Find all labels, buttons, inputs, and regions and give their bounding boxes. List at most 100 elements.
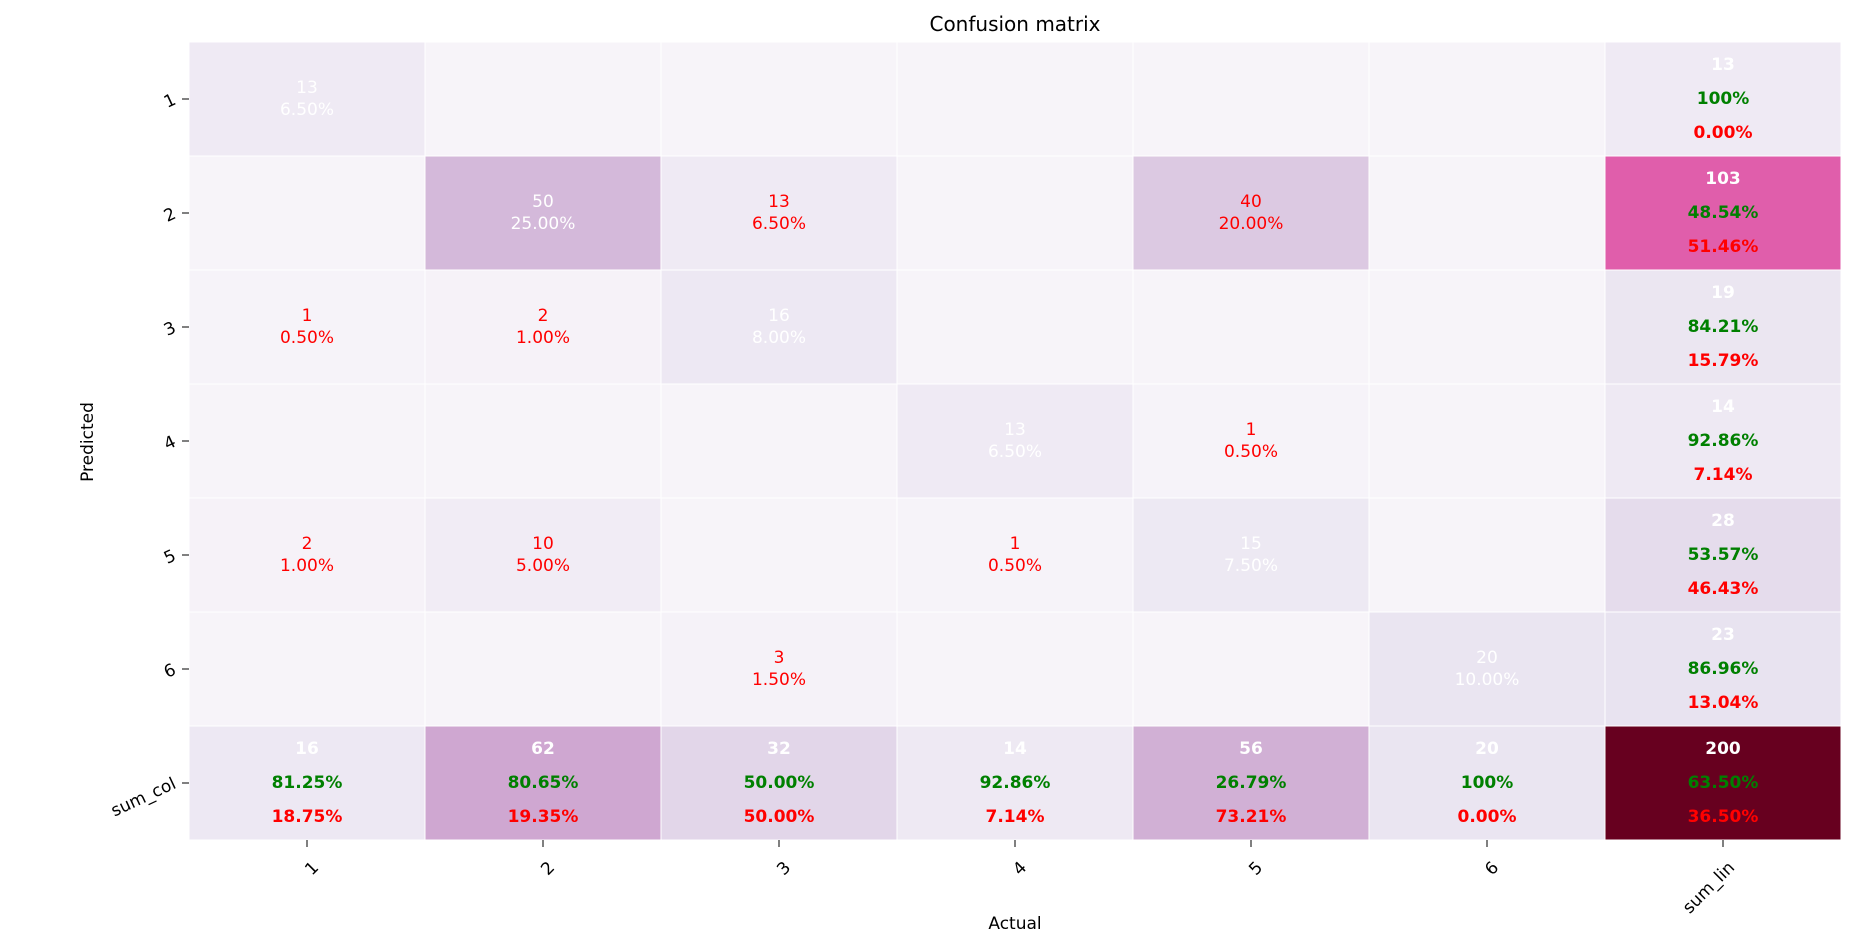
matrix-cell xyxy=(660,611,898,727)
error-percent-label: 13.04% xyxy=(1688,693,1759,713)
matrix-cell xyxy=(424,269,662,385)
error-percent-label: 18.75% xyxy=(272,807,343,827)
matrix-cell xyxy=(424,611,662,727)
cell-count-label: 13 xyxy=(768,192,790,212)
matrix-cell xyxy=(1604,155,1842,271)
cell-count-label: 2 xyxy=(538,306,549,326)
matrix-cell xyxy=(660,383,898,499)
correct-percent-label: 84.21% xyxy=(1688,317,1759,337)
cell-count-label: 2 xyxy=(302,534,313,554)
matrix-cell xyxy=(1368,611,1606,727)
matrix-cell xyxy=(1368,497,1606,613)
cell-percent-label: 6.50% xyxy=(280,100,334,120)
error-percent-label: 0.00% xyxy=(1694,123,1753,143)
total-label: 14 xyxy=(1003,739,1027,759)
matrix-cell xyxy=(1604,725,1842,841)
y-tick-label: 1 xyxy=(161,90,179,113)
matrix-cell xyxy=(424,383,662,499)
correct-percent-label: 80.65% xyxy=(508,773,579,793)
x-tick-label: 2 xyxy=(537,858,559,880)
total-label: 14 xyxy=(1711,397,1735,417)
correct-percent-label: 86.96% xyxy=(1688,659,1759,679)
correct-percent-label: 81.25% xyxy=(272,773,343,793)
correct-percent-label: 100% xyxy=(1697,89,1750,109)
matrix-cell xyxy=(1132,497,1370,613)
y-tick-label: 6 xyxy=(161,660,179,683)
cell-count-label: 15 xyxy=(1240,534,1262,554)
matrix-cell xyxy=(424,41,662,157)
cell-percent-label: 1.50% xyxy=(752,670,806,690)
x-tick-label: 3 xyxy=(773,858,795,880)
total-label: 19 xyxy=(1711,283,1735,303)
correct-percent-label: 48.54% xyxy=(1688,203,1759,223)
matrix-cell xyxy=(660,41,898,157)
total-label: 16 xyxy=(295,739,319,759)
error-percent-label: 36.50% xyxy=(1688,807,1759,827)
y-tick-label: 4 xyxy=(161,432,179,455)
cell-count-label: 3 xyxy=(774,648,785,668)
matrix-cell xyxy=(188,269,426,385)
matrix-cell xyxy=(188,383,426,499)
x-tick-label: 6 xyxy=(1481,858,1503,880)
y-tick-label: 3 xyxy=(161,318,179,341)
error-percent-label: 73.21% xyxy=(1216,807,1287,827)
total-label: 56 xyxy=(1239,739,1263,759)
y-tick-label: sum_col xyxy=(108,774,179,821)
matrix-cell xyxy=(896,497,1134,613)
cell-count-label: 16 xyxy=(768,306,790,326)
error-percent-label: 51.46% xyxy=(1688,237,1759,257)
matrix-cell xyxy=(660,269,898,385)
correct-percent-label: 92.86% xyxy=(980,773,1051,793)
matrix-cell xyxy=(188,497,426,613)
matrix-cell xyxy=(896,269,1134,385)
matrix-cell xyxy=(1132,611,1370,727)
matrix-cell xyxy=(1132,41,1370,157)
y-tick-label: 2 xyxy=(161,204,179,227)
cell-percent-label: 6.50% xyxy=(752,214,806,234)
total-label: 20 xyxy=(1475,739,1499,759)
matrix-cell xyxy=(1368,269,1606,385)
error-percent-label: 7.14% xyxy=(986,807,1045,827)
cell-percent-label: 5.00% xyxy=(516,556,570,576)
cell-percent-label: 0.50% xyxy=(1224,442,1278,462)
correct-percent-label: 100% xyxy=(1461,773,1514,793)
correct-percent-label: 26.79% xyxy=(1216,773,1287,793)
cell-percent-label: 0.50% xyxy=(988,556,1042,576)
cell-count-label: 40 xyxy=(1240,192,1262,212)
cell-percent-label: 1.00% xyxy=(516,328,570,348)
correct-percent-label: 50.00% xyxy=(744,773,815,793)
cell-percent-label: 10.00% xyxy=(1455,670,1520,690)
correct-percent-label: 53.57% xyxy=(1688,545,1759,565)
matrix-cell xyxy=(896,611,1134,727)
matrix-cell xyxy=(188,611,426,727)
cell-percent-label: 7.50% xyxy=(1224,556,1278,576)
x-tick-label: sum_lin xyxy=(1679,858,1739,918)
cell-percent-label: 6.50% xyxy=(988,442,1042,462)
cell-count-label: 13 xyxy=(1004,420,1026,440)
matrix-cell xyxy=(896,41,1134,157)
cell-percent-label: 20.00% xyxy=(1219,214,1284,234)
correct-percent-label: 63.50% xyxy=(1688,773,1759,793)
matrix-cell xyxy=(896,725,1134,841)
x-tick-label: 5 xyxy=(1245,858,1267,880)
matrix-cell xyxy=(1132,269,1370,385)
matrix-cell xyxy=(1132,725,1370,841)
cell-count-label: 13 xyxy=(296,78,318,98)
total-label: 23 xyxy=(1711,625,1735,645)
matrix-cell xyxy=(424,155,662,271)
chart-title: Confusion matrix xyxy=(929,12,1101,36)
error-percent-label: 15.79% xyxy=(1688,351,1759,371)
matrix-cell xyxy=(1368,41,1606,157)
matrix-cell xyxy=(1132,155,1370,271)
cell-percent-label: 25.00% xyxy=(511,214,576,234)
matrix-cell xyxy=(896,155,1134,271)
cell-count-label: 10 xyxy=(532,534,554,554)
matrix-cell xyxy=(424,725,662,841)
cell-count-label: 20 xyxy=(1476,648,1498,668)
cell-count-label: 1 xyxy=(1010,534,1021,554)
error-percent-label: 19.35% xyxy=(508,807,579,827)
matrix-cell xyxy=(1368,725,1606,841)
matrix-cell xyxy=(188,725,426,841)
matrix-cell xyxy=(1368,383,1606,499)
